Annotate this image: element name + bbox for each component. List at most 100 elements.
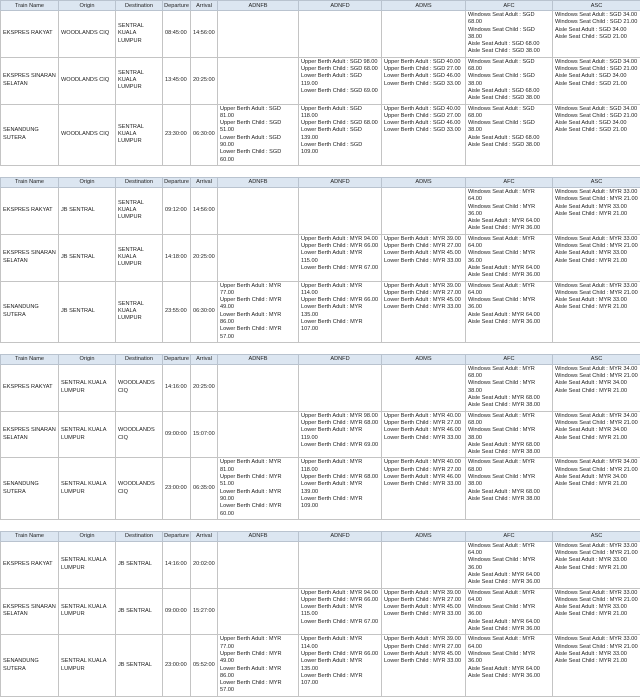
fare-line: Aisle Seat Adult : MYR 33.00 (555, 557, 638, 564)
time-cell: 08:45:00 (163, 11, 191, 58)
fare-line: Windows Seat Adult : SGD 34.00 (555, 59, 638, 66)
text-cell: SENTRAL KUALA LUMPUR (116, 281, 163, 342)
fare-line: Upper Berth Adult : MYR 114.00 (301, 283, 379, 298)
text-cell: SENTRAL KUALA LUMPUR (59, 364, 116, 411)
fare-line: Aisle Seat Adult : MYR 34.00 (555, 427, 638, 434)
price-cell (382, 187, 466, 234)
time-cell: 14:56:00 (191, 187, 218, 234)
fare-line: Lower Berth Child : SGD 60.00 (220, 149, 296, 164)
fare-line: Windows Seat Adult : MYR 64.00 (468, 543, 550, 558)
fare-line: Upper Berth Child : MYR 66.00 (301, 597, 379, 604)
fare-line: Windows Seat Child : MYR 36.00 (468, 204, 550, 219)
text-cell: SENTRAL KUALA LUMPUR (116, 104, 163, 165)
fare-line: Windows Seat Child : MYR 38.00 (468, 474, 550, 489)
fare-line: Windows Seat Adult : MYR 34.00 (555, 413, 638, 420)
fare-line: Windows Seat Child : MYR 36.00 (468, 297, 550, 312)
column-header: Origin (59, 354, 116, 364)
column-header: AFC (466, 354, 553, 364)
fare-line: Upper Berth Child : MYR 66.00 (301, 243, 379, 250)
price-cell (299, 364, 382, 411)
fare-line: Aisle Seat Adult : SGD 34.00 (555, 27, 638, 34)
fare-line: Aisle Seat Child : MYR 21.00 (555, 658, 638, 665)
column-header: Departure (163, 1, 191, 11)
fare-line: Lower Berth Adult : SGD 119.00 (301, 73, 379, 88)
fare-line: Lower Berth Child : MYR 57.00 (220, 326, 296, 341)
fare-line: Windows Seat Adult : MYR 33.00 (555, 236, 638, 243)
fare-line: Windows Seat Child : MYR 21.00 (555, 550, 638, 557)
fare-line: Aisle Seat Child : MYR 36.00 (468, 272, 550, 279)
time-cell: 15:27:00 (191, 588, 218, 635)
column-header: Arrival (191, 354, 218, 364)
time-cell: 20:02:00 (191, 541, 218, 588)
price-cell (299, 541, 382, 588)
text-cell: JB SENTRAL (116, 635, 163, 696)
fare-line: Lower Berth Adult : MYR 86.00 (220, 666, 296, 681)
column-header: ADNFD (299, 354, 382, 364)
column-header: Departure (163, 531, 191, 541)
fare-line: Windows Seat Adult : MYR 64.00 (468, 283, 550, 298)
fare-line: Aisle Seat Adult : MYR 64.00 (468, 265, 550, 272)
text-cell: SENANDUNG SUTERA (1, 281, 59, 342)
fare-line: Lower Berth Adult : MYR 46.00 (384, 427, 463, 434)
time-cell: 23:00:00 (163, 635, 191, 696)
fare-line: Aisle Seat Adult : MYR 33.00 (555, 651, 638, 658)
fare-line: Upper Berth Adult : MYR 94.00 (301, 590, 379, 597)
fare-line: Lower Berth Child : SGD 69.00 (301, 88, 379, 95)
fare-line: Windows Seat Child : SGD 21.00 (555, 19, 638, 26)
fare-line: Upper Berth Child : MYR 66.00 (301, 297, 379, 304)
text-cell: SENTRAL KUALA LUMPUR (116, 11, 163, 58)
fare-line: Aisle Seat Adult : MYR 33.00 (555, 297, 638, 304)
column-header: ADMS (382, 531, 466, 541)
fare-line: Upper Berth Adult : MYR 39.00 (384, 590, 463, 597)
fare-line: Lower Berth Adult : SGD 46.00 (384, 120, 463, 127)
fare-line: Upper Berth Child : MYR 66.00 (301, 651, 379, 658)
text-cell: EKSPRES RAKYAT (1, 364, 59, 411)
fare-line: Windows Seat Child : MYR 21.00 (555, 644, 638, 651)
price-cell (218, 11, 299, 58)
fare-line: Lower Berth Child : SGD 33.00 (384, 81, 463, 88)
fare-line: Aisle Seat Child : MYR 21.00 (555, 435, 638, 442)
fare-line: Aisle Seat Child : MYR 36.00 (468, 225, 550, 232)
fare-line: Aisle Seat Child : SGD 21.00 (555, 127, 638, 134)
fare-line: Upper Berth Adult : SGD 40.00 (384, 106, 463, 113)
fare-line: Aisle Seat Child : MYR 36.00 (468, 319, 550, 326)
fare-line: Upper Berth Child : MYR 49.00 (220, 297, 296, 312)
fare-line: Aisle Seat Child : MYR 21.00 (555, 304, 638, 311)
column-header: Arrival (191, 531, 218, 541)
fare-line: Windows Seat Adult : MYR 68.00 (468, 366, 550, 381)
fare-line: Windows Seat Adult : MYR 64.00 (468, 236, 550, 251)
fare-line: Aisle Seat Child : MYR 21.00 (555, 565, 638, 572)
fare-line: Aisle Seat Adult : MYR 64.00 (468, 572, 550, 579)
fare-line: Upper Berth Adult : MYR 94.00 (301, 236, 379, 243)
fare-line: Windows Seat Child : MYR 38.00 (468, 427, 550, 442)
fare-line: Windows Seat Child : MYR 21.00 (555, 420, 638, 427)
fare-line: Windows Seat Child : SGD 38.00 (468, 27, 550, 42)
column-header: Destination (116, 177, 163, 187)
column-header: ASC (553, 354, 640, 364)
fare-line: Upper Berth Adult : SGD 118.00 (301, 106, 379, 121)
fare-line: Lower Berth Adult : MYR 135.00 (301, 304, 379, 319)
text-cell: WOODLANDS CIQ (116, 364, 163, 411)
column-header: ADNFD (299, 531, 382, 541)
fare-line: Aisle Seat Adult : SGD 68.00 (468, 88, 550, 95)
fare-line: Aisle Seat Child : SGD 38.00 (468, 95, 550, 102)
fare-line: Lower Berth Child : MYR 57.00 (220, 680, 296, 695)
fare-line: Lower Berth Adult : MYR 115.00 (301, 250, 379, 265)
